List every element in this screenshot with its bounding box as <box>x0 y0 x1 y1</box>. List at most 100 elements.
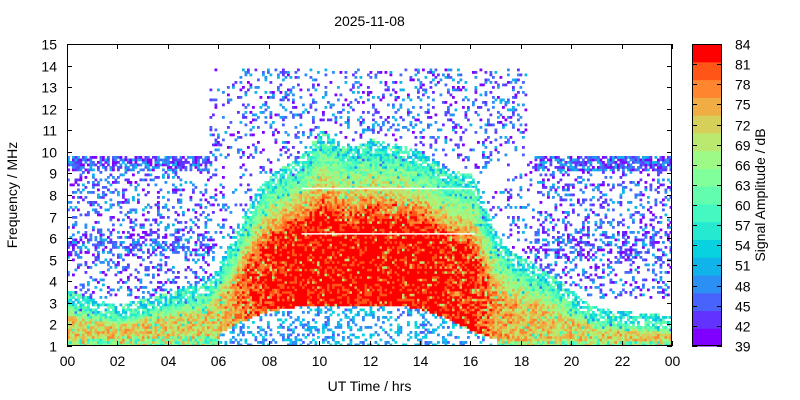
heatmap-cell <box>327 328 330 332</box>
heatmap-cell <box>274 276 278 279</box>
heatmap-cell <box>132 238 135 242</box>
heatmap-cell <box>239 248 243 252</box>
heatmap-cell <box>249 251 253 254</box>
heatmap-cell <box>122 241 125 244</box>
heatmap-cell <box>299 291 303 294</box>
heatmap-cell <box>267 296 270 299</box>
heatmap-cell <box>259 203 263 207</box>
heatmap-cell <box>307 226 310 229</box>
heatmap-cell <box>274 271 278 274</box>
heatmap-cell <box>239 203 243 207</box>
heatmap-cell <box>232 278 235 282</box>
heatmap-cell <box>69 311 73 314</box>
heatmap-cell <box>287 283 290 287</box>
heatmap-cell <box>279 283 283 287</box>
heatmap-cell <box>79 313 83 317</box>
heatmap-cell <box>227 251 230 254</box>
heatmap-cell <box>157 321 160 324</box>
heatmap-cell <box>324 218 328 222</box>
heatmap-cell <box>142 301 145 304</box>
heatmap-cell <box>262 286 265 289</box>
heatmap-cell <box>212 318 215 322</box>
heatmap-cell <box>292 293 295 297</box>
heatmap-cell <box>157 296 160 299</box>
heatmap-cell <box>294 198 298 202</box>
heatmap-cell <box>252 333 255 337</box>
heatmap-cell <box>174 171 178 174</box>
heatmap-cell <box>152 343 155 346</box>
heatmap-cell <box>262 303 265 307</box>
heatmap-cell <box>214 328 218 332</box>
heatmap-cell <box>244 233 248 237</box>
heatmap-cell <box>147 191 150 194</box>
heatmap-cell <box>284 268 288 272</box>
heatmap-cell <box>229 263 233 267</box>
heatmap-cell <box>324 188 328 192</box>
heatmap-cell <box>324 226 328 229</box>
heatmap-cell <box>72 273 75 277</box>
heatmap-cell <box>257 273 260 277</box>
heatmap-cell <box>112 318 115 322</box>
heatmap-cell <box>129 303 133 307</box>
heatmap-cell <box>257 326 260 329</box>
heatmap-cell <box>262 296 265 299</box>
heatmap-cell <box>244 316 248 319</box>
heatmap-cell <box>137 311 140 314</box>
heatmap-cell <box>174 166 178 169</box>
heatmap-cell <box>312 186 315 189</box>
heatmap-cell <box>239 318 243 322</box>
heatmap-cell <box>117 343 120 346</box>
heatmap-cell <box>172 323 175 327</box>
heatmap-cell <box>254 281 258 284</box>
heatmap-cell <box>169 338 173 342</box>
heatmap-cell <box>159 318 163 322</box>
heatmap-cell <box>234 243 238 247</box>
heatmap-cell <box>207 338 210 342</box>
heatmap-cell <box>314 78 318 82</box>
heatmap-cell <box>279 203 283 207</box>
heatmap-cell <box>134 158 138 162</box>
heatmap-cell <box>322 288 325 292</box>
heatmap-cell <box>164 336 168 339</box>
heatmap-cell <box>179 166 183 169</box>
heatmap-cell <box>157 246 160 249</box>
heatmap-cell <box>112 328 115 332</box>
heatmap-cell <box>319 291 323 294</box>
heatmap-cell <box>324 216 328 219</box>
heatmap-cell <box>279 246 283 249</box>
heatmap-cell <box>184 221 188 224</box>
heatmap-cell <box>259 151 263 154</box>
heatmap-cell <box>117 341 120 344</box>
heatmap-cell <box>179 323 183 327</box>
heatmap-cell <box>257 238 260 242</box>
heatmap-cell <box>72 318 75 322</box>
heatmap-cell <box>107 158 110 162</box>
heatmap-cell <box>307 196 310 199</box>
heatmap-cell <box>214 291 218 294</box>
heatmap-cell <box>222 258 225 262</box>
heatmap-cell <box>187 331 190 334</box>
heatmap-cell <box>317 243 320 247</box>
heatmap-cell <box>72 321 75 324</box>
heatmap-cell <box>302 176 305 179</box>
heatmap-cell <box>139 248 143 252</box>
heatmap-cell <box>97 161 100 164</box>
heatmap-cell <box>307 276 310 279</box>
heatmap-cell <box>252 276 255 279</box>
heatmap-cell <box>122 333 125 337</box>
heatmap-cell <box>229 296 233 299</box>
heatmap-cell <box>259 206 263 209</box>
heatmap-cell <box>174 303 178 307</box>
heatmap-cell <box>74 191 78 194</box>
heatmap-cell <box>302 166 305 169</box>
heatmap-cell <box>182 326 185 329</box>
heatmap-cell <box>117 328 120 332</box>
heatmap-cell <box>252 271 255 274</box>
heatmap-cell <box>272 256 275 259</box>
heatmap-cell <box>299 306 303 309</box>
heatmap-cell <box>139 163 143 167</box>
heatmap-cell <box>297 226 300 229</box>
heatmap-cell <box>269 298 273 302</box>
heatmap-cell <box>232 228 235 232</box>
heatmap-cell <box>102 323 105 327</box>
